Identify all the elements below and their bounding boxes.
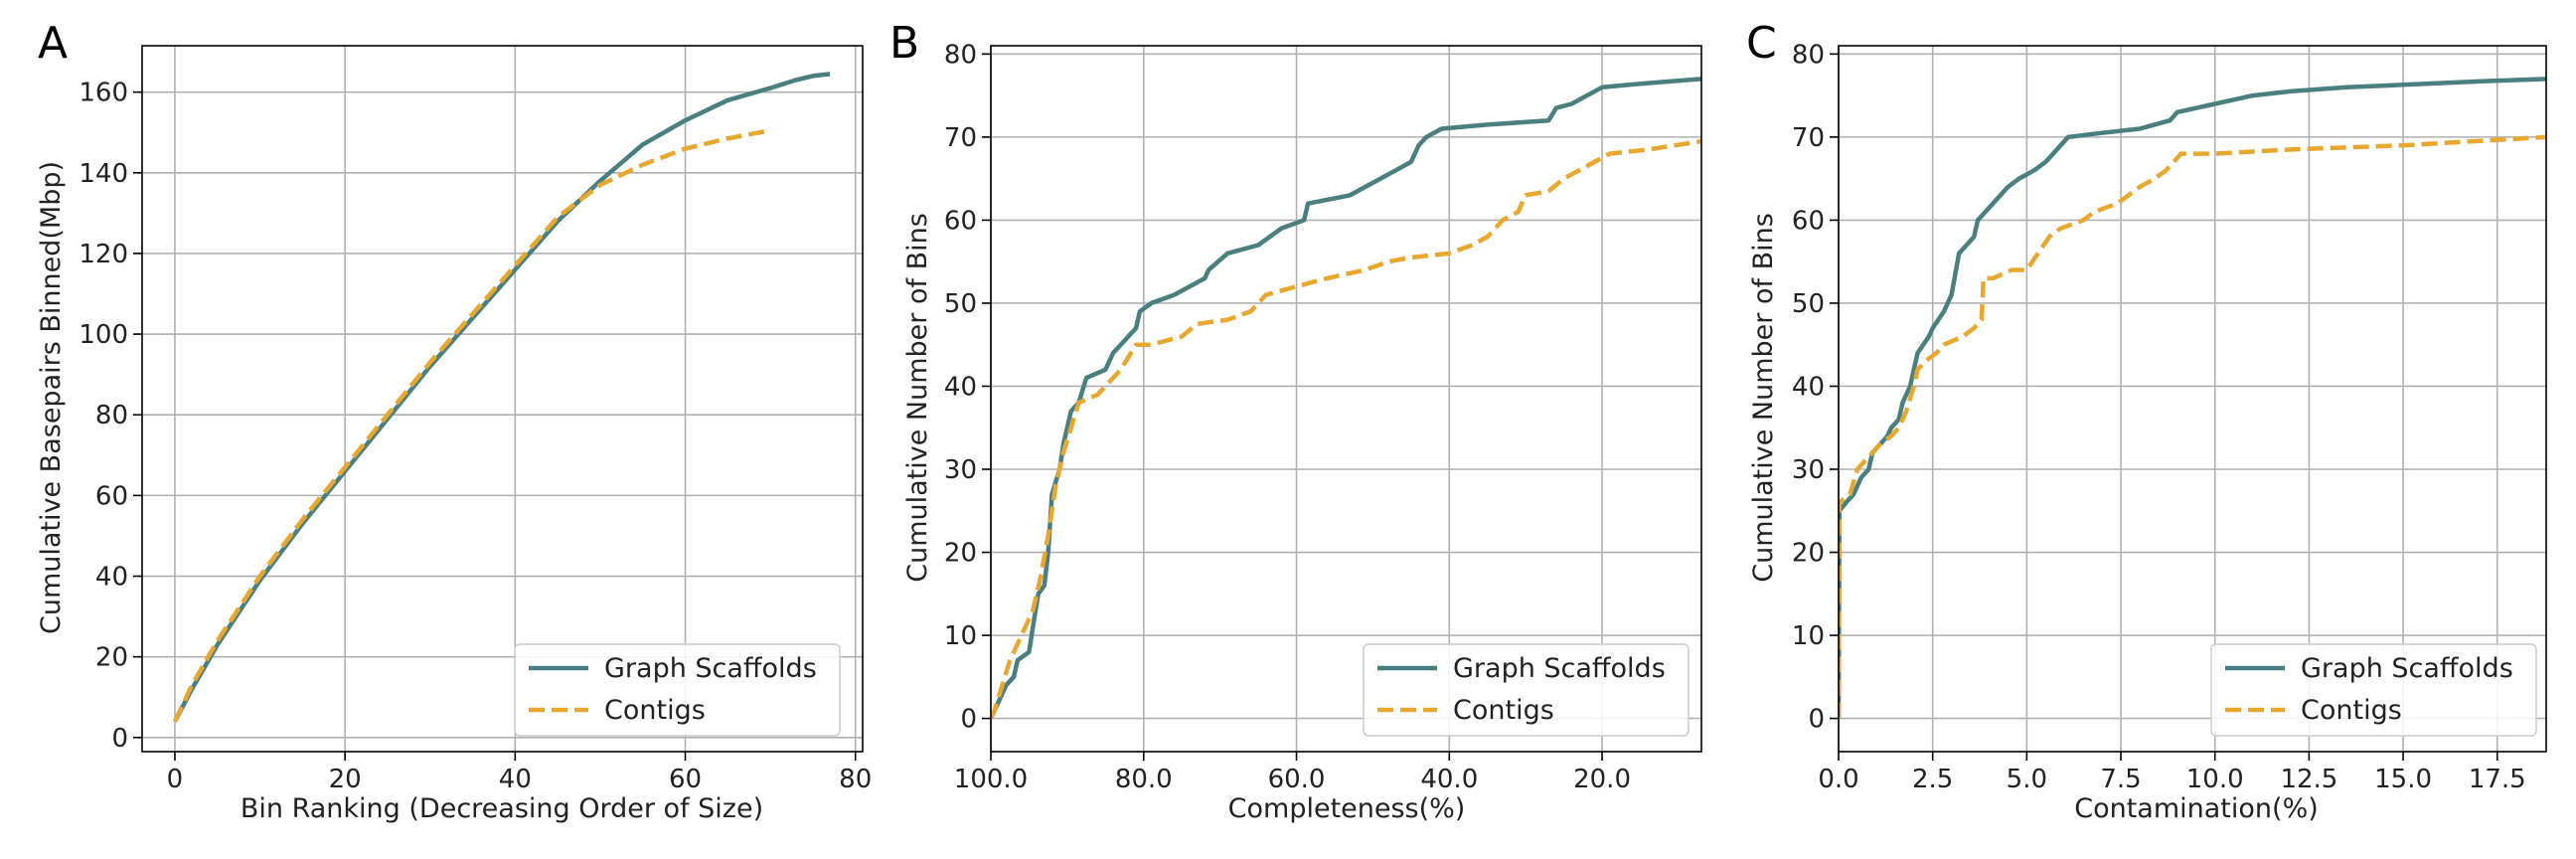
contigs-line (991, 138, 1701, 720)
x-tick-label: 0 (167, 765, 184, 794)
x-tick-label: 20.0 (1573, 765, 1631, 794)
x-axis-label: Contamination(%) (2074, 793, 2319, 824)
graph-scaffolds-line (1839, 77, 2546, 719)
y-tick-label: 60 (944, 206, 977, 236)
y-tick-label: 70 (944, 123, 977, 153)
panel-letter: A (38, 18, 68, 69)
chart-panel-a: A 0 20 40 60 80 0 20 40 60 80 100 120 140 160 Graph Sc… (36, 18, 872, 824)
y-axis-label: Cumulative Number of Bins (902, 213, 933, 583)
y-tick-label: 10 (944, 621, 977, 651)
panel-letter: C (1746, 18, 1777, 69)
y-tick-label: 40 (1792, 372, 1825, 402)
legend-label: Graph Scaffolds (1453, 653, 1666, 684)
x-tick-label: 40.0 (1420, 765, 1478, 794)
x-tick-label: 60 (669, 765, 702, 794)
plot-frame (1838, 45, 2547, 753)
x-axis-label: Completeness(%) (1228, 793, 1466, 824)
y-tick-label: 10 (1792, 621, 1825, 651)
y-tick-label: 20 (1792, 539, 1825, 569)
graph-scaffolds-line (173, 72, 831, 723)
x-tick-label: 60.0 (1268, 765, 1326, 794)
plot-frame (141, 45, 864, 753)
legend: Graph Scaffolds Contigs (514, 643, 841, 737)
contigs-line (172, 127, 771, 723)
x-tick-label: 15.0 (2374, 765, 2432, 794)
legend: Graph Scaffolds Contigs (1363, 643, 1690, 737)
y-tick-label: 40 (95, 563, 128, 593)
legend-label: Graph Scaffolds (2301, 653, 2513, 684)
y-tick-label: 80 (1792, 40, 1825, 70)
y-tick-label: 40 (944, 372, 977, 402)
y-tick-label: 80 (944, 40, 977, 70)
y-tick-label: 0 (111, 724, 128, 754)
legend-label: Contigs (604, 695, 706, 726)
y-tick-label: 20 (95, 643, 128, 673)
legend-label: Graph Scaffolds (604, 653, 817, 684)
y-tick-label: 160 (79, 79, 128, 108)
y-tick-label: 0 (960, 705, 977, 735)
y-axis-label: Cumulative Number of Bins (1748, 213, 1779, 583)
y-tick-label: 20 (944, 539, 977, 569)
plot-frame (990, 45, 1702, 753)
y-tick-label: 30 (1792, 455, 1825, 485)
x-tick-label: 10.0 (2186, 765, 2244, 794)
x-axis-label: Bin Ranking (Decreasing Order of Size) (241, 793, 763, 824)
y-tick-label: 70 (1792, 123, 1825, 153)
y-tick-label: 60 (1792, 206, 1825, 236)
y-tick-label: 120 (79, 240, 128, 269)
legend-box (1363, 643, 1690, 737)
y-axis-label: Cumulative Basepairs Binned(Mbp) (36, 161, 67, 634)
legend-label: Contigs (2301, 695, 2402, 726)
y-tick-label: 140 (79, 159, 128, 189)
y-tick-label: 60 (95, 481, 128, 511)
x-tick-label: 0.0 (1818, 765, 1858, 794)
legend-box (514, 643, 841, 737)
x-tick-label: 5.0 (2007, 765, 2047, 794)
graph-scaffolds-line (991, 77, 1701, 720)
y-tick-label: 0 (1808, 705, 1825, 735)
x-tick-label: 80.0 (1115, 765, 1173, 794)
panel-letter: B (889, 18, 919, 69)
legend-box (2210, 643, 2537, 737)
chart-panel-b: B 100.0 80.0 60.0 40.0 20.0 0 10 20 30 40 50 60 70 80… (889, 18, 1702, 824)
y-tick-label: 30 (944, 455, 977, 485)
y-tick-label: 50 (944, 289, 977, 319)
x-tick-label: 100.0 (954, 765, 1028, 794)
contigs-line (1839, 134, 2546, 719)
x-tick-label: 17.5 (2469, 765, 2526, 794)
y-tick-label: 80 (95, 401, 128, 430)
x-tick-label: 12.5 (2280, 765, 2337, 794)
chart-panel-c: C 0.0 2.5 5.0 7.5 10.0 12.5 15.0 17.5 0 10 20 30 40 5… (1746, 18, 2547, 824)
x-tick-label: 20 (329, 765, 362, 794)
x-tick-label: 40 (499, 765, 532, 794)
y-tick-label: 50 (1792, 289, 1825, 319)
x-tick-label: 80 (839, 765, 872, 794)
x-tick-label: 2.5 (1912, 765, 1953, 794)
y-tick-label: 100 (79, 320, 128, 350)
x-tick-label: 7.5 (2100, 765, 2141, 794)
legend: Graph Scaffolds Contigs (2210, 643, 2537, 737)
legend-label: Contigs (1453, 695, 1554, 726)
